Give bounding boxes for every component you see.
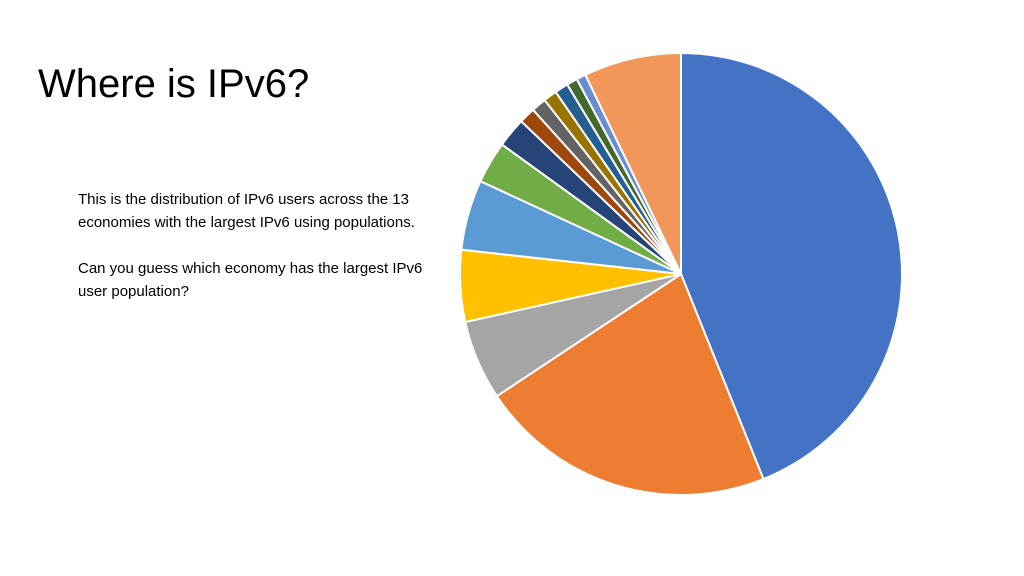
pie-slice-2 — [495, 273, 765, 496]
pie-chart — [458, 52, 903, 496]
question-paragraph: Can you guess which economy has the larg… — [78, 260, 423, 300]
pie-slice-14 — [584, 52, 682, 275]
slide-title: Where is IPv6? — [38, 62, 310, 106]
description-paragraph: This is the distribution of IPv6 users a… — [78, 191, 415, 231]
pie-slice-1 — [680, 52, 903, 481]
slide-body-text: This is the distribution of IPv6 users a… — [78, 188, 423, 303]
